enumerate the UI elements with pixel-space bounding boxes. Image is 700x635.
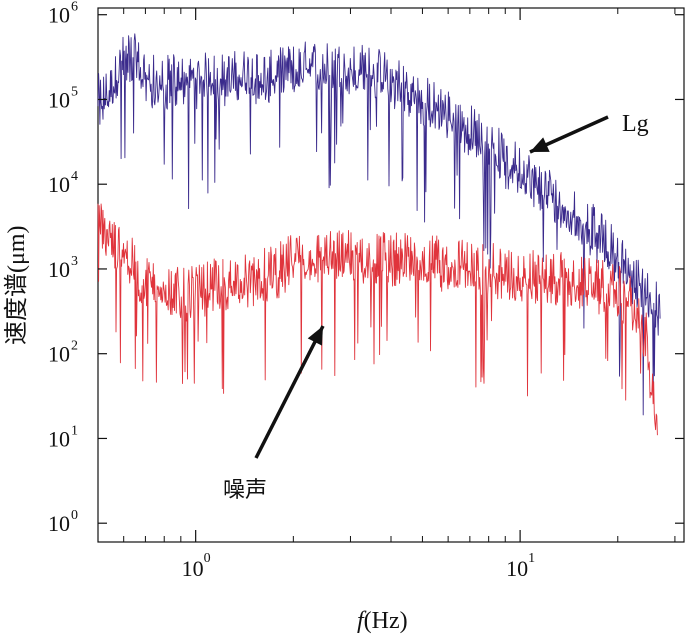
- series-line-noise: [97, 203, 658, 436]
- x-axis-label-var: f: [357, 608, 367, 634]
- x-tick-exponent: 1: [528, 551, 535, 566]
- y-tick-exponent: 5: [71, 84, 78, 99]
- x-tick-exponent: 0: [204, 551, 211, 566]
- y-tick-label: 10: [48, 3, 70, 28]
- noise-annotation: 噪声: [223, 478, 267, 503]
- lg-arrow-head: [530, 137, 550, 152]
- y-tick-label: 10: [48, 426, 70, 451]
- series-line-lg: [97, 33, 661, 416]
- x-axis-label-unit: (Hz): [364, 608, 408, 634]
- series-layer: [97, 33, 661, 436]
- noise-arrow-head: [307, 326, 323, 346]
- y-tick-exponent: 1: [71, 423, 78, 438]
- x-tick-label: 10: [182, 556, 204, 581]
- y-axis-label: 速度谱(μm): [3, 225, 30, 345]
- annotation-layer: Lg 噪声: [223, 111, 649, 503]
- y-tick-exponent: 6: [71, 0, 78, 15]
- y-tick-exponent: 2: [71, 339, 78, 354]
- y-tick-label: 10: [48, 342, 70, 367]
- y-tick-label: 10: [48, 172, 70, 197]
- lg-annotation: Lg: [622, 111, 649, 137]
- y-tick-label: 10: [48, 511, 70, 536]
- noise-arrow-line: [254, 325, 325, 459]
- y-tick-exponent: 4: [71, 169, 78, 184]
- x-tick-label: 10: [506, 556, 528, 581]
- y-tick-exponent: 3: [71, 254, 78, 269]
- x-axis-label: f(Hz): [357, 608, 408, 634]
- y-tick-label: 10: [48, 87, 70, 112]
- y-tick-label: 10: [48, 257, 70, 282]
- axis-layer: 10 010 110 210 310 410 510 610 0 10 1f(Hz)速度谱(μm): [3, 0, 684, 634]
- y-tick-exponent: 0: [71, 508, 78, 523]
